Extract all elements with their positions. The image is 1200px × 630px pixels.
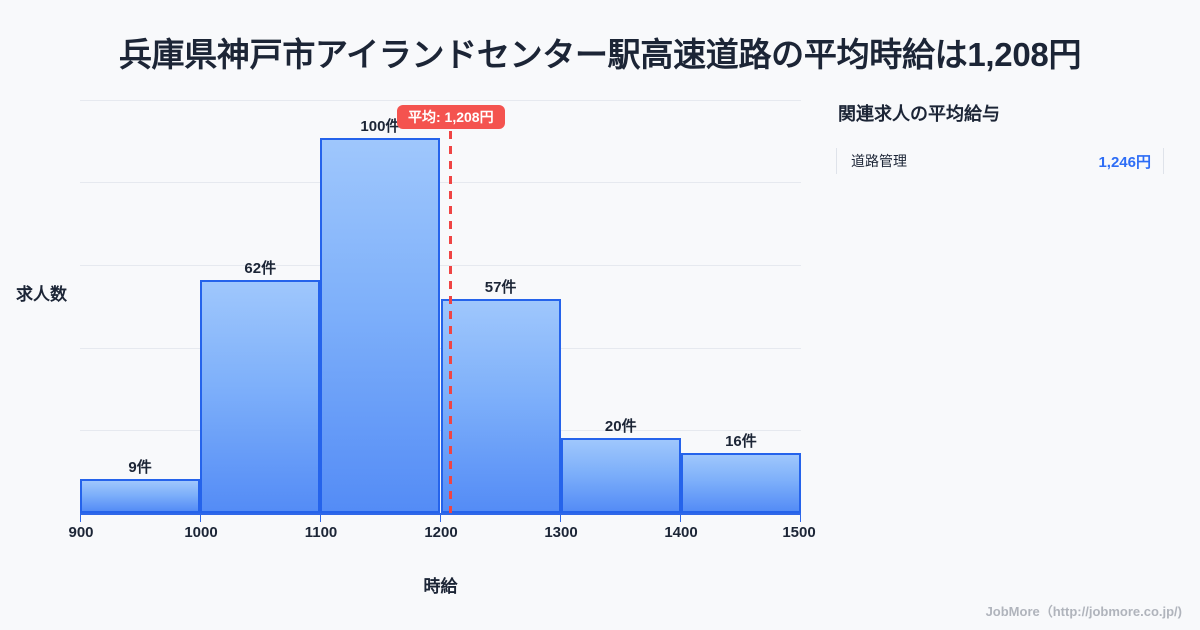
bar-4[interactable] [560,438,681,513]
x-tick-label-5: 1400 [664,524,698,541]
y-axis-label: 求人数 [16,285,67,304]
x-tick-label-0: 900 [68,524,94,541]
x-tick-6 [800,513,801,522]
related-salary-row-label: 道路管理 [851,153,907,169]
related-salary-panel: 関連求人の平均給与 道路管理 1,246円 [836,100,1164,174]
x-tick-5 [680,513,681,522]
x-tick-2 [320,513,321,522]
bar-1[interactable] [200,280,321,513]
bar-value-label-0: 9件 [128,459,152,476]
bar-value-label-5: 16件 [725,433,757,450]
gridline [80,182,801,183]
related-salary-table: 道路管理 1,246円 [836,148,1164,174]
x-tick-label-3: 1200 [424,524,458,541]
x-tick-label-4: 1300 [544,524,578,541]
x-tick-1 [200,513,201,522]
bar-5[interactable] [680,453,801,513]
x-tick-3 [440,513,441,522]
table-row[interactable]: 道路管理 1,246円 [837,148,1163,174]
x-tick-0 [80,513,81,522]
gridline [80,100,801,101]
bar-value-label-2: 100件 [360,118,401,135]
x-tick-label-1: 1000 [184,524,218,541]
bar-0[interactable] [80,479,201,513]
bar-value-label-3: 57件 [484,279,517,296]
watermark: JobMore（http://jobmore.co.jp/) [985,604,1182,619]
bar-value-label-1: 62件 [244,260,277,277]
bar-value-label-4: 20件 [604,418,637,435]
average-badge: 平均: 1,208円 [397,105,505,129]
x-axis-label: 時給 [423,577,458,596]
x-tick-label-6: 1500 [782,524,816,541]
bar-2[interactable] [320,138,441,513]
x-tick-4 [560,513,561,522]
bar-3[interactable] [440,299,561,513]
gridline [80,265,801,266]
x-tick-label-2: 1100 [304,524,338,541]
page-title: 兵庫県神戸市アイランドセンター駅高速道路の平均時給は1,208円 [118,36,1082,73]
related-salary-title: 関連求人の平均給与 [838,104,1000,124]
average-dashed-line [449,131,452,513]
plot-area: 9件 62件 100件 57件 20件 16件 [80,100,801,513]
related-salary-row-value: 1,246円 [1098,153,1151,171]
